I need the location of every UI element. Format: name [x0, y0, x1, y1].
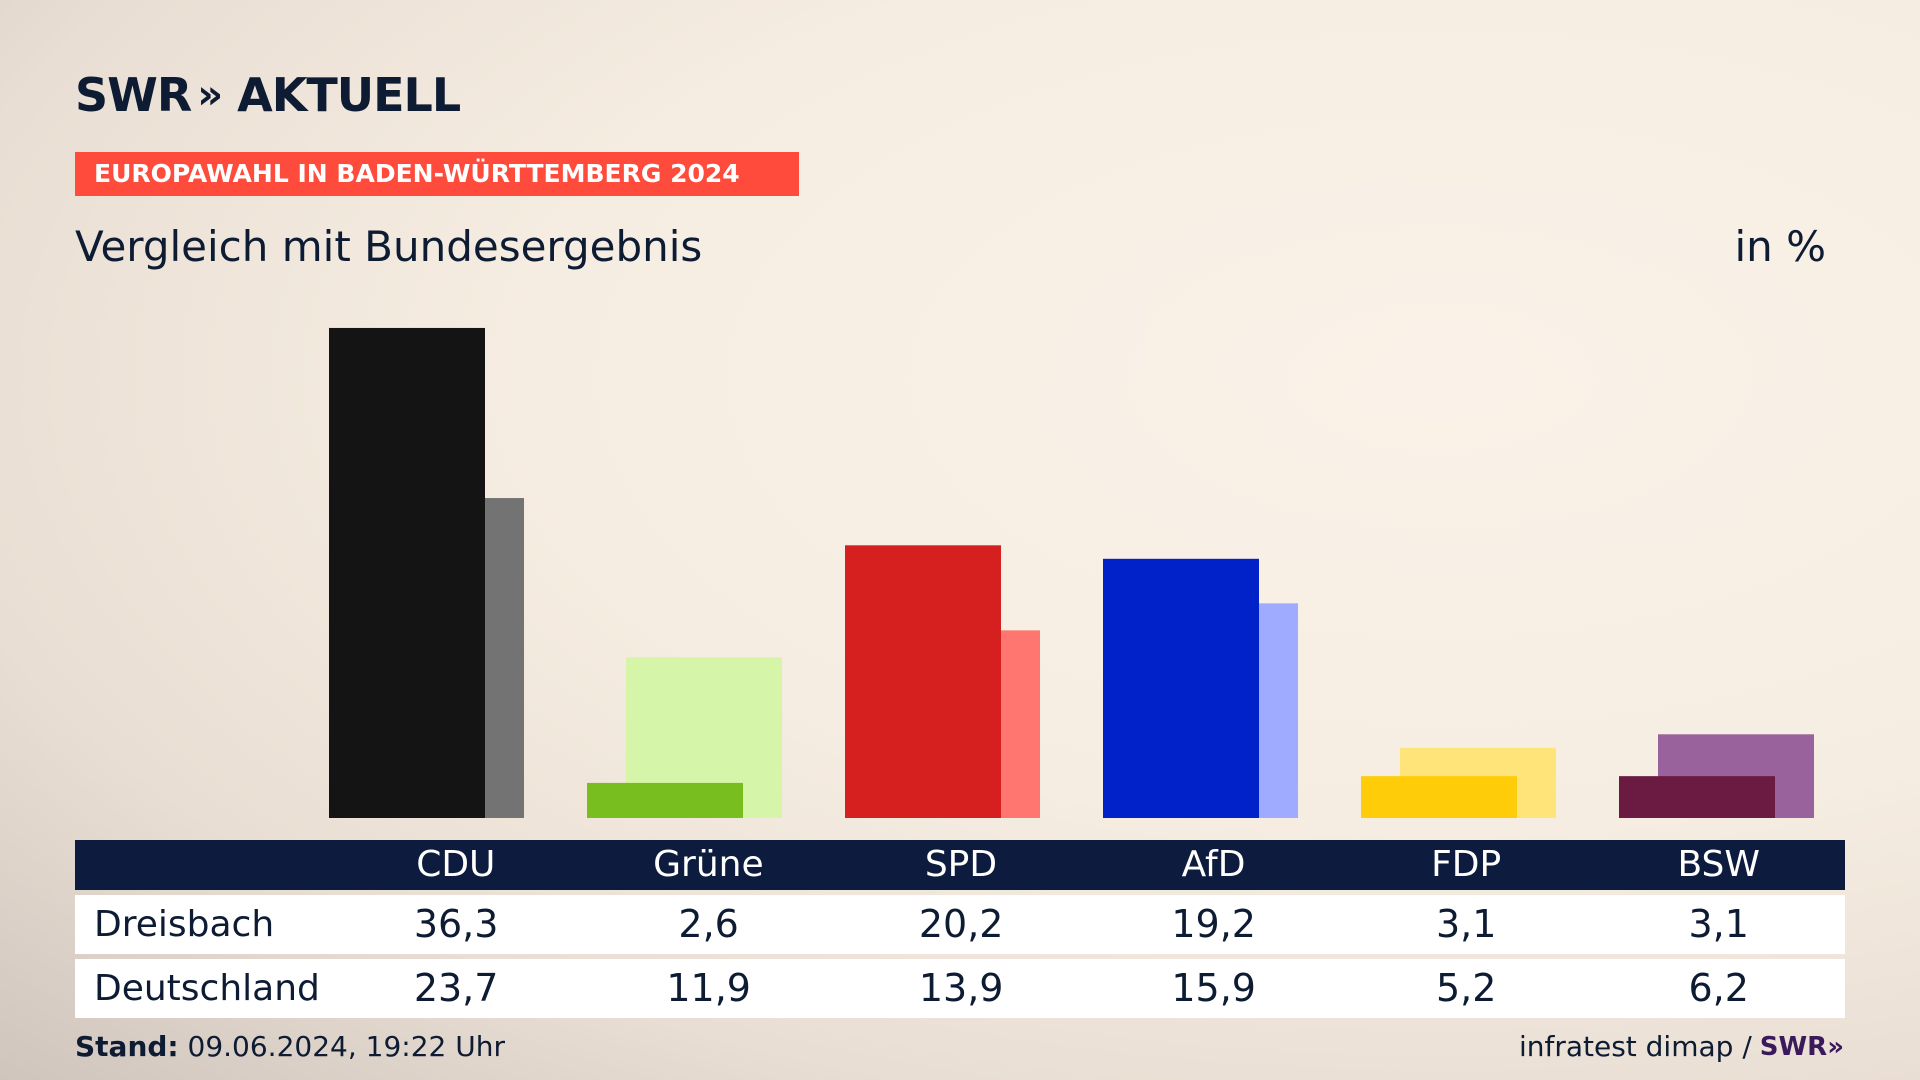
table-row-dreisbach: Dreisbach 36,3 2,6 20,2 19,2 3,1 3,1 — [75, 895, 1845, 954]
value-spd: 13,9 — [918, 966, 1004, 1010]
value-gruene: 2,6 — [678, 902, 739, 946]
row-label: Dreisbach — [94, 904, 275, 945]
bar-dreisbach-cdu — [329, 327, 485, 818]
value-gruene: 11,9 — [666, 966, 751, 1010]
unit-label: in % — [1734, 222, 1826, 271]
bar-dreisbach-gruene — [587, 782, 743, 818]
value-bsw: 3,1 — [1688, 902, 1749, 946]
value-afd: 15,9 — [1171, 966, 1256, 1010]
bar-dreisbach-afd — [1103, 558, 1259, 818]
row-label: Deutschland — [94, 968, 320, 1009]
logo-swr: SWR — [75, 68, 192, 122]
value-cdu: 23,7 — [413, 966, 499, 1010]
results-table: CDU Grüne SPD AfD FDP BSW Dreisbach 36,3… — [75, 840, 1845, 1018]
election-banner: EUROPAWAHL IN BADEN-WÜRTTEMBERG 2024 — [75, 152, 799, 196]
timestamp: Stand: 09.06.2024, 19:22 Uhr — [75, 1030, 505, 1063]
bar-dreisbach-bsw — [1619, 776, 1775, 818]
value-spd: 20,2 — [918, 902, 1004, 946]
header-spacer — [75, 840, 330, 890]
stand-value: 09.06.2024, 19:22 Uhr — [178, 1030, 505, 1063]
source-credit: infratest dimap / SWR» — [1519, 1030, 1844, 1063]
header-gruene: Grüne — [653, 844, 764, 885]
header-cdu: CDU — [416, 844, 496, 885]
header-spd: SPD — [924, 844, 998, 885]
swr-mini-logo: SWR» — [1759, 1031, 1844, 1062]
header-fdp: FDP — [1431, 844, 1502, 885]
value-fdp: 5,2 — [1435, 966, 1497, 1010]
bar-dreisbach-spd — [845, 545, 1001, 818]
swr-aktuell-logo: SWR » AKTUELL — [75, 68, 461, 122]
chart-title: Vergleich mit Bundesergebnis — [75, 222, 703, 271]
value-afd: 19,2 — [1171, 902, 1256, 946]
bar-dreisbach-fdp — [1361, 776, 1517, 818]
table-header: CDU Grüne SPD AfD FDP BSW — [75, 840, 1845, 890]
stand-label: Stand: — [75, 1030, 179, 1063]
header-bsw: BSW — [1677, 844, 1760, 885]
value-fdp: 3,1 — [1435, 902, 1497, 946]
header-afd: AfD — [1181, 844, 1246, 885]
value-cdu: 36,3 — [413, 902, 499, 946]
value-bsw: 6,2 — [1688, 966, 1749, 1010]
bar-chart — [329, 327, 1814, 818]
table-row-deutschland: Deutschland 23,7 11,9 13,9 15,9 5,2 6,2 — [75, 959, 1845, 1018]
logo-aktuell: AKTUELL — [237, 68, 461, 122]
source-text: infratest dimap / — [1518, 1030, 1752, 1063]
